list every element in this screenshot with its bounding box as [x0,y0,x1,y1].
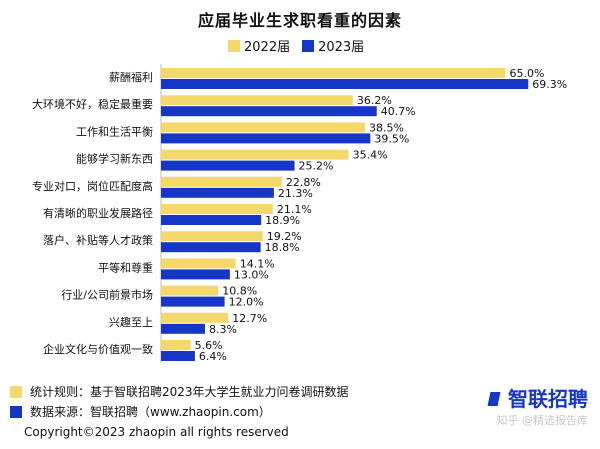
data-label: 14.1% [240,257,275,270]
bar-2023 [161,106,377,117]
watermark: 知乎 @精选报告库 [496,414,589,427]
bar-2022 [161,204,273,214]
data-label: 25.2% [299,160,334,173]
category-label: 有清晰的职业发展路径 [43,206,153,220]
data-label: 39.5% [374,132,409,145]
footer-data-source: 数据来源：智联招聘（www.zhaopin.com） [10,403,271,420]
data-label: 21.3% [278,187,313,200]
category-label: 工作和生活平衡 [76,124,153,138]
footer-stat-rule-text: 统计规则：基于智联招聘2023年大学生就业力问卷调研数据 [30,385,349,399]
bar-2023 [161,215,262,225]
bar-2022 [161,285,219,296]
legend-item-2022: 2022届 [228,36,290,55]
footer-data-source-text: 数据来源：智联招聘（www.zhaopin.com） [30,405,271,419]
copyright: Copyright©2023 zhaopin all rights reserv… [24,425,289,439]
data-label: 69.3% [532,78,567,91]
bar-2022 [161,312,229,323]
category-label: 平等和尊重 [98,260,153,274]
category-label: 行业/公司前景市场 [61,288,153,302]
category-label: 落户、补贴等人才政策 [43,233,153,247]
bar-2022 [161,122,366,133]
logo-mark-icon [487,392,501,406]
data-label: 18.9% [265,214,300,227]
footer-stat-rule: 统计规则：基于智联招聘2023年大学生就业力问卷调研数据 [10,383,349,400]
legend-item-2023: 2023届 [302,36,364,55]
footer-blue-square [10,405,22,418]
brand-logo: 智联招聘 [487,383,588,412]
data-label: 8.3% [209,323,237,336]
category-label: 兴趣至上 [109,315,153,329]
data-label: 35.4% [353,149,388,162]
category-label: 薪酬福利 [109,70,153,84]
category-label: 专业对口，岗位匹配度高 [32,179,153,193]
bar-2023 [161,79,529,89]
footer-yellow-square [10,385,22,398]
bar-2022 [161,258,236,269]
bar-2023 [161,242,261,253]
bar-2022 [161,176,282,187]
data-label: 5.6% [195,339,223,352]
data-label: 6.4% [199,350,227,363]
bar-2022 [161,149,349,160]
bar-2022 [161,95,353,106]
legend-label-2022: 2022届 [244,40,291,55]
legend-swatch-2022 [228,39,240,52]
data-label: 19.2% [267,230,302,243]
bar-2023 [161,133,371,144]
data-label: 12.7% [232,312,267,325]
bar-2023 [161,269,230,280]
data-label: 21.1% [277,203,312,216]
legend-swatch-2023 [302,39,315,52]
data-label: 38.5% [369,121,404,134]
category-label: 大环境不好，稳定最重要 [32,97,153,111]
data-label: 65.0% [510,67,545,80]
data-label: 12.0% [229,296,264,309]
bar-2022 [161,231,263,242]
bar-2023 [161,351,195,361]
logo-text: 智联招聘 [508,387,588,411]
data-label: 22.8% [286,176,321,189]
bar-2022 [161,68,506,78]
category-label: 企业文化与价值观一致 [43,342,153,356]
bar-2023 [161,160,295,171]
chart-title: 应届毕业生求职看重的因素 [197,11,402,30]
legend-label-2023: 2023届 [318,40,365,55]
chart-legend: 2022届 2023届 [228,36,376,55]
bar-2022 [161,340,191,350]
data-label: 40.7% [381,105,416,118]
category-label: 能够学习新东西 [76,152,153,166]
bar-2023 [161,323,205,334]
data-label: 10.8% [222,285,257,298]
data-label: 18.8% [265,241,300,254]
data-label: 36.2% [357,94,392,107]
bar-2023 [161,187,274,198]
data-label: 13.0% [234,268,269,281]
bar-2023 [161,296,225,307]
